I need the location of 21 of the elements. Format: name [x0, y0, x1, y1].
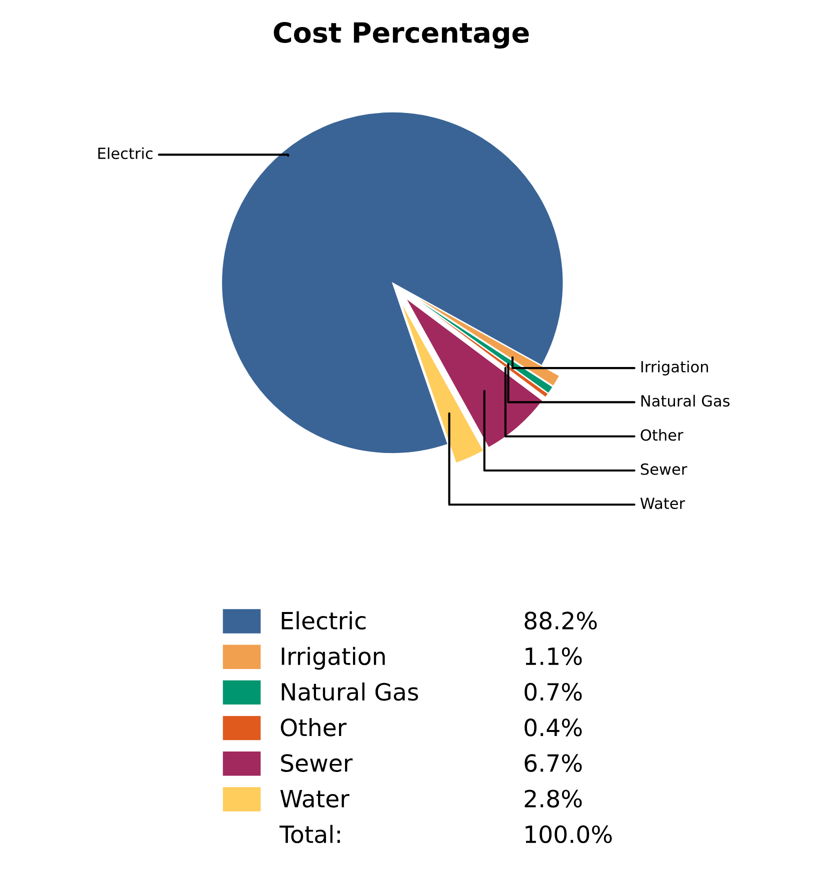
slice-label: Other	[640, 428, 684, 441]
data-label: 1.1%	[526, 647, 582, 666]
slice-label: Irrigation	[641, 360, 708, 376]
data-label: 88.2%	[524, 612, 597, 630]
data-label: 6.7%	[524, 754, 582, 772]
chart-title: Cost Percentage	[274, 22, 529, 49]
data-label: 2.8%	[524, 790, 582, 808]
text: Total:	[279, 824, 340, 844]
data-label: 0.7%	[524, 682, 582, 701]
legend-label: Electric	[282, 611, 366, 630]
slice-label: Water	[640, 498, 686, 510]
legend-label: Irrigation	[282, 646, 385, 670]
slice-label: Natural Gas	[641, 394, 730, 407]
slice-label: Sewer	[640, 463, 688, 475]
data-label: 0.4%	[524, 718, 582, 736]
legend-label: Sewer	[281, 754, 353, 772]
legend-label: Water	[280, 790, 350, 808]
text: 100.0%	[526, 825, 612, 844]
slice-label: Electric	[98, 147, 152, 160]
legend-label: Natural Gas	[282, 682, 418, 701]
legend-label: Other	[280, 718, 347, 736]
